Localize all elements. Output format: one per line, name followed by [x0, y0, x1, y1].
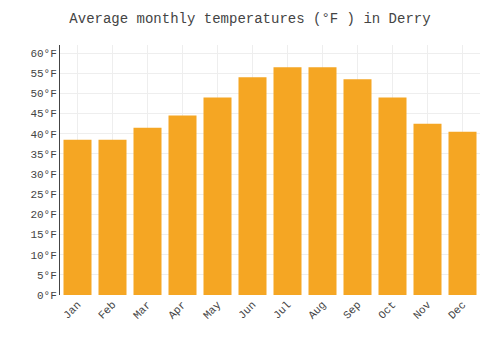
svg-text:Dec: Dec [446, 299, 468, 321]
svg-text:Aug: Aug [306, 299, 328, 321]
svg-text:50°F: 50°F [30, 88, 56, 100]
svg-text:Feb: Feb [96, 299, 118, 321]
svg-text:Mar: Mar [131, 299, 153, 321]
svg-text:Average monthly temperatures (: Average monthly temperatures (°F ) in De… [69, 11, 430, 27]
svg-text:10°F: 10°F [30, 250, 56, 262]
svg-text:55°F: 55°F [30, 68, 56, 80]
svg-text:20°F: 20°F [30, 209, 56, 221]
svg-text:Jun: Jun [236, 299, 258, 321]
svg-text:40°F: 40°F [30, 129, 56, 141]
svg-text:45°F: 45°F [30, 108, 56, 120]
svg-text:0°F: 0°F [37, 290, 57, 302]
svg-text:60°F: 60°F [30, 48, 56, 60]
svg-text:30°F: 30°F [30, 169, 56, 181]
svg-text:Jan: Jan [61, 299, 83, 321]
svg-text:May: May [201, 299, 224, 322]
svg-text:5°F: 5°F [37, 270, 57, 282]
svg-text:Oct: Oct [376, 299, 398, 321]
svg-text:Jul: Jul [271, 299, 293, 321]
svg-text:Apr: Apr [166, 299, 188, 321]
svg-text:Nov: Nov [411, 299, 434, 322]
svg-text:15°F: 15°F [30, 229, 56, 241]
svg-text:Sep: Sep [341, 299, 363, 321]
svg-text:25°F: 25°F [30, 189, 56, 201]
svg-text:35°F: 35°F [30, 149, 56, 161]
